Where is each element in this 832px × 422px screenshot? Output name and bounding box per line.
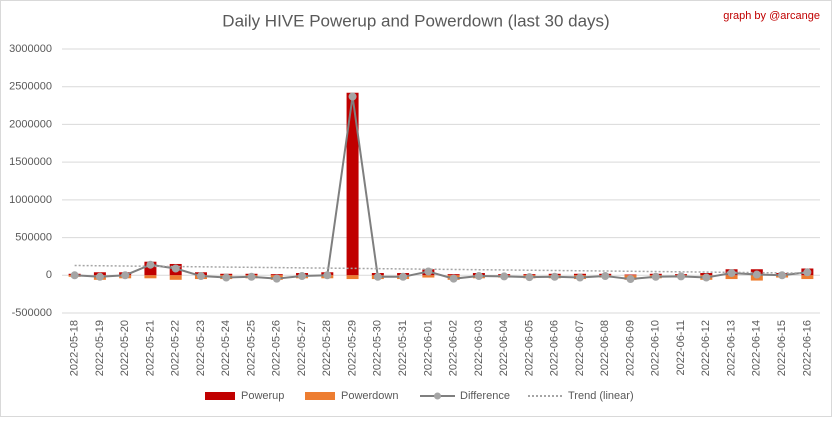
marker — [146, 260, 155, 269]
marker — [121, 271, 130, 280]
x-tick-label: 2022-06-11 — [675, 320, 687, 375]
x-tick-label: 2022-05-24 — [220, 320, 232, 376]
legend-swatch — [305, 392, 335, 400]
x-tick-label: 2022-05-30 — [372, 320, 384, 376]
marker — [449, 274, 458, 283]
marker — [677, 272, 686, 281]
x-tick-label: 2022-05-22 — [170, 320, 182, 376]
y-tick-label: 2500000 — [9, 81, 52, 93]
legend-label: Powerup — [241, 390, 284, 402]
chart-title: Daily HIVE Powerup and Powerdown (last 3… — [222, 11, 609, 30]
marker — [500, 272, 509, 281]
y-tick-label: 3000000 — [9, 43, 52, 55]
x-tick-label: 2022-06-08 — [599, 320, 611, 376]
marker — [323, 271, 332, 280]
bar — [801, 275, 814, 280]
marker — [474, 272, 483, 281]
x-tick-label: 2022-05-31 — [397, 320, 409, 376]
marker — [550, 272, 559, 281]
marker — [298, 272, 307, 281]
x-tick-label: 2022-06-02 — [448, 320, 460, 376]
x-tick-label: 2022-05-29 — [346, 320, 358, 376]
x-tick-label: 2022-06-14 — [751, 320, 763, 376]
legend-label: Powerdown — [341, 390, 398, 402]
annotation: graph by @arcange — [723, 10, 820, 22]
y-tick-label: 1500000 — [9, 156, 52, 168]
marker — [222, 273, 231, 282]
y-tick-label: 1000000 — [9, 194, 52, 206]
x-tick-label: 2022-05-18 — [69, 320, 81, 376]
x-tick-label: 2022-05-28 — [321, 320, 333, 376]
marker — [525, 273, 534, 282]
marker — [575, 273, 584, 282]
x-tick-label: 2022-06-13 — [725, 320, 737, 376]
marker — [702, 273, 711, 282]
x-tick-label: 2022-06-10 — [650, 320, 662, 376]
x-tick-label: 2022-05-27 — [296, 320, 308, 376]
bar — [346, 275, 359, 280]
x-tick-label: 2022-06-06 — [549, 320, 561, 376]
marker — [272, 274, 281, 283]
x-tick-label: 2022-06-09 — [624, 320, 636, 376]
marker — [626, 275, 635, 284]
x-tick-label: 2022-05-26 — [271, 320, 283, 376]
x-tick-label: 2022-05-20 — [119, 320, 131, 376]
marker — [171, 264, 180, 273]
legend-marker — [434, 392, 441, 400]
y-tick-label: 0 — [46, 269, 52, 281]
marker — [803, 268, 812, 277]
x-tick-label: 2022-06-15 — [776, 320, 788, 376]
marker — [247, 272, 256, 281]
line — [74, 96, 808, 281]
x-tick-label: 2022-06-04 — [498, 320, 510, 376]
bar — [725, 275, 738, 280]
marker — [196, 272, 205, 281]
marker — [348, 92, 357, 101]
x-tick-label: 2022-06-05 — [523, 320, 535, 376]
marker — [373, 272, 382, 281]
y-tick-label: 2000000 — [9, 118, 52, 130]
marker — [601, 272, 610, 281]
x-tick-label: 2022-05-23 — [195, 320, 207, 376]
x-tick-label: 2022-05-19 — [94, 320, 106, 376]
bar — [144, 275, 157, 279]
marker — [399, 272, 408, 281]
y-tick-label: -500000 — [12, 307, 52, 319]
bar — [422, 275, 435, 278]
bar — [346, 92, 359, 276]
marker — [651, 272, 660, 281]
x-tick-label: 2022-06-01 — [422, 320, 434, 376]
x-tick-label: 2022-05-21 — [144, 320, 156, 376]
legend-label: Difference — [460, 390, 510, 402]
bar — [624, 274, 637, 276]
x-tick-label: 2022-05-25 — [245, 320, 257, 376]
x-tick-label: 2022-06-12 — [700, 320, 712, 376]
y-tick-label: 500000 — [15, 231, 52, 243]
x-tick-label: 2022-06-16 — [801, 320, 813, 376]
legend-swatch — [205, 392, 235, 400]
bar — [169, 275, 182, 280]
x-tick-label: 2022-06-03 — [473, 320, 485, 376]
x-tick-label: 2022-06-07 — [574, 320, 586, 376]
marker — [95, 272, 104, 281]
marker — [70, 271, 79, 280]
legend-label: Trend (linear) — [568, 390, 634, 402]
